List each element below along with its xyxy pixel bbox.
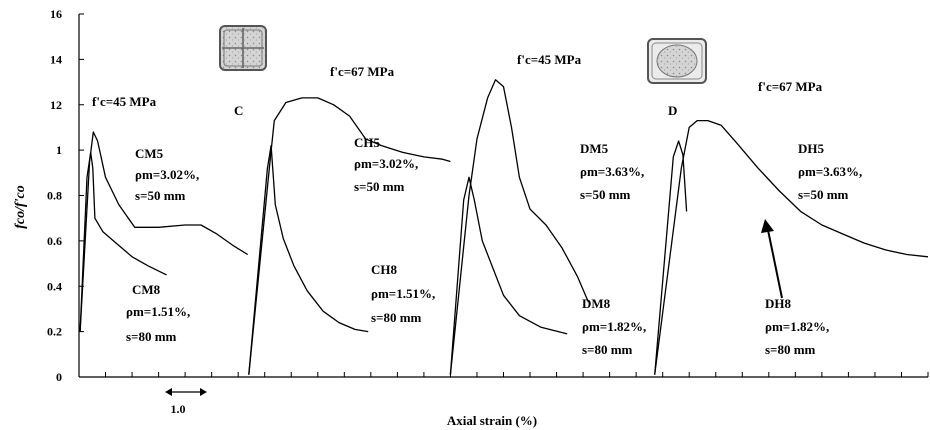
scale-bar-label: 1.0 <box>171 402 186 416</box>
section-c-icon <box>219 25 267 71</box>
svg-text:ρm=3.02%,: ρm=3.02%, <box>135 167 199 182</box>
x-axis-label: Axial strain (%) <box>447 413 537 428</box>
svg-text:ρm=1.51%,: ρm=1.51%, <box>126 304 190 319</box>
series-line-dm8 <box>449 176 568 375</box>
label-dh8: DH8 ρm=1.82%, s=80 mm <box>765 296 829 357</box>
dh8-arrow <box>761 219 783 299</box>
curves <box>79 79 929 375</box>
y-tick-label: 16 <box>50 7 62 21</box>
series-line-cm5 <box>79 131 249 332</box>
y-axis-label: fco/f'co <box>13 185 28 229</box>
fc-label-c1: f'c=45 MPa <box>92 94 157 109</box>
svg-text:CM8: CM8 <box>132 282 161 297</box>
svg-text:ρm=1.82%,: ρm=1.82%, <box>765 319 829 334</box>
svg-text:s=80 mm: s=80 mm <box>765 342 816 357</box>
svg-text:DM5: DM5 <box>580 141 609 156</box>
svg-text:s=50 mm: s=50 mm <box>580 187 631 202</box>
y-ticks: 0 0.2 0.4 0.6 0.8 1 12 14 16 <box>47 7 84 384</box>
svg-text:DH8: DH8 <box>765 296 792 311</box>
svg-text:ρm=3.63%,: ρm=3.63%, <box>580 164 644 179</box>
y-tick-label: 0.4 <box>47 279 62 293</box>
x-ticks <box>105 372 929 377</box>
svg-text:ρm=3.63%,: ρm=3.63%, <box>798 164 862 179</box>
y-tick-label: 0.8 <box>47 189 62 203</box>
series-line-ch5 <box>248 97 451 375</box>
label-dm8: DM8 ρm=1.82%, s=80 mm <box>582 296 646 357</box>
label-cm5: CM5 ρm=3.02%, s=50 mm <box>135 146 199 203</box>
svg-text:s=50 mm: s=50 mm <box>798 187 849 202</box>
series-line-cm8 <box>79 151 167 332</box>
group-c-label: C <box>234 103 243 118</box>
svg-text:s=50 mm: s=50 mm <box>135 188 186 203</box>
svg-text:DM8: DM8 <box>582 296 611 311</box>
label-dm5: DM5 ρm=3.63%, s=50 mm <box>580 141 644 202</box>
y-tick-label: 0.2 <box>47 325 62 339</box>
y-tick-label: 0 <box>56 370 62 384</box>
svg-text:s=80 mm: s=80 mm <box>126 329 177 344</box>
svg-text:CH5: CH5 <box>354 135 381 150</box>
series-line-dh8 <box>654 140 688 375</box>
y-tick-label: 0.6 <box>47 234 62 248</box>
y-tick-label: 1 <box>56 143 62 157</box>
svg-text:CM5: CM5 <box>135 146 164 161</box>
svg-text:ρm=1.82%,: ρm=1.82%, <box>582 319 646 334</box>
svg-text:ρm=1.51%,: ρm=1.51%, <box>371 286 435 301</box>
label-cm8: CM8 ρm=1.51%, s=80 mm <box>126 282 190 344</box>
fc-label-c2: f'c=67 MPa <box>330 64 395 79</box>
svg-text:DH5: DH5 <box>798 141 825 156</box>
y-tick-label: 12 <box>50 98 62 112</box>
series-line-dh5 <box>654 119 929 375</box>
label-ch5: CH5 ρm=3.02%, s=50 mm <box>354 135 418 194</box>
svg-text:s=50 mm: s=50 mm <box>354 179 405 194</box>
svg-text:s=80 mm: s=80 mm <box>371 310 422 325</box>
series-line-dm5 <box>449 79 589 375</box>
svg-text:ρm=3.02%,: ρm=3.02%, <box>354 156 418 171</box>
series-line-ch8 <box>248 144 369 375</box>
svg-text:s=80 mm: s=80 mm <box>582 342 633 357</box>
scale-bar: 1.0 <box>165 388 207 416</box>
svg-text:CH8: CH8 <box>371 262 398 277</box>
y-tick-label: 14 <box>50 52 62 66</box>
label-dh5: DH5 ρm=3.63%, s=50 mm <box>798 141 862 202</box>
section-d-icon <box>647 38 707 84</box>
label-ch8: CH8 ρm=1.51%, s=80 mm <box>371 262 435 325</box>
group-d-label: D <box>668 103 677 118</box>
fc-label-d2: f'c=67 MPa <box>758 79 823 94</box>
fc-label-d1: f'c=45 MPa <box>517 52 582 67</box>
